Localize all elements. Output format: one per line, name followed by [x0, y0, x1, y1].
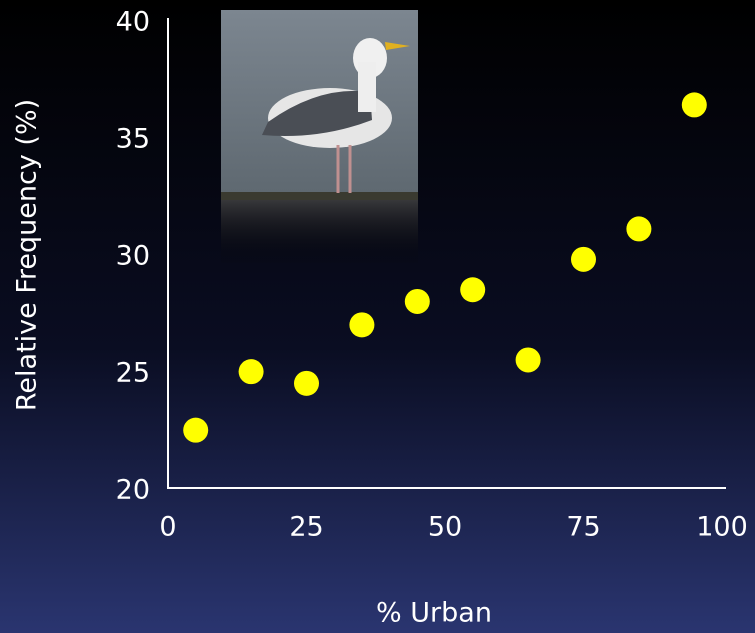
x-axis-label: % Urban [376, 598, 492, 629]
point [294, 370, 319, 396]
point [349, 312, 375, 338]
x-tick-label: 100 [696, 512, 748, 543]
y-tick-label: 40 [116, 7, 150, 38]
y-tick-label: 20 [116, 475, 150, 506]
x-tick-label: 25 [289, 512, 323, 543]
x-tick-label: 75 [566, 512, 600, 543]
y-axis-label: Relative Frequency (%) [12, 99, 43, 411]
x-tick-label: 0 [159, 512, 176, 543]
gull-photo [221, 10, 418, 265]
point [238, 359, 264, 385]
point [571, 246, 596, 272]
y-tick-label: 25 [116, 358, 150, 389]
point [460, 277, 486, 303]
point [626, 216, 652, 242]
point [183, 417, 209, 443]
x-tick-label: 50 [428, 512, 462, 543]
point [404, 288, 430, 314]
point [681, 92, 707, 118]
y-tick-label: 35 [116, 124, 150, 155]
point [515, 347, 541, 373]
y-tick-label: 30 [116, 241, 150, 272]
